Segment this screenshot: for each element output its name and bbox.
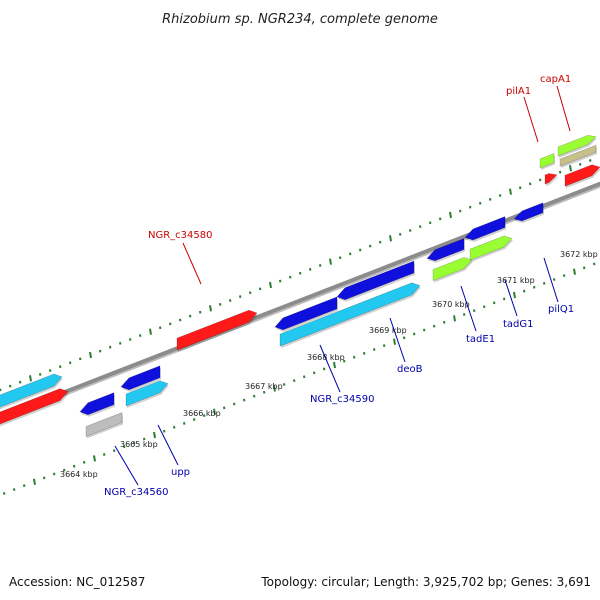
gene-arrow-blue [274, 296, 338, 331]
gene-label-NGR_c34580: NGR_c34580 [148, 230, 213, 241]
gene-arrow-green [539, 153, 555, 169]
gene-label-tadE1: tadE1 [466, 334, 495, 345]
gene-arrow-green [557, 134, 597, 157]
major-tick [449, 211, 452, 219]
gene-arrow-blue [426, 238, 465, 262]
gene-arrow-blue [513, 202, 544, 222]
tick-label: 3665 kbp [120, 440, 158, 449]
gene-arrow-red [564, 164, 600, 187]
leader-line-pilA1 [523, 96, 539, 143]
tick-label: 3664 kbp [60, 470, 98, 479]
major-tick [573, 268, 576, 275]
map-title: Rhizobium sp. NGR234, complete genome [162, 12, 438, 27]
gene-label-pilQ1: pilQ1 [548, 304, 574, 315]
major-tick [93, 455, 96, 462]
tick-label: 3667 kbp [245, 382, 283, 391]
gene-arrow-green [432, 257, 473, 282]
major-tick [273, 385, 276, 392]
gene-features [0, 134, 600, 439]
gene-label-deoB: deoB [397, 364, 423, 375]
tick-label: 3669 kbp [369, 326, 407, 335]
guide-dots [0, 159, 596, 495]
leader-line-upp [157, 424, 179, 466]
major-tick [393, 338, 396, 345]
major-tick [153, 431, 156, 439]
major-tick [33, 478, 36, 485]
gene-label-capA1: capA1 [540, 74, 571, 85]
major-tick [513, 291, 516, 299]
genome-stats-text: Topology: circular; Length: 3,925,702 bp… [260, 575, 591, 589]
accession-text: Accession: NC_012587 [9, 575, 145, 589]
major-tick [269, 281, 272, 289]
major-tick [509, 188, 512, 195]
backbone-line [0, 181, 600, 420]
tick-label: 3670 kbp [432, 300, 470, 309]
gene-label-tadG1: tadG1 [503, 319, 534, 330]
major-tick [333, 361, 336, 369]
major-tick [213, 408, 216, 415]
gene-arrow-green [469, 235, 513, 261]
gene-arrow-cyan [0, 373, 63, 408]
leader-line-NGR_c34590 [319, 344, 341, 393]
gene-labels: capA1 pilA1 NGR_c34580 NGR_c34560 upp NG… [104, 74, 574, 498]
tick-label: 3672 kbp [560, 250, 598, 259]
leader-line-tadE1 [460, 285, 477, 332]
gene-arrow-cyan [279, 282, 421, 347]
gene-label-upp: upp [171, 467, 190, 478]
backbone-shadow [0, 185, 600, 422]
gene-arrow-red [544, 173, 558, 185]
gene-label-pilA1: pilA1 [506, 86, 531, 97]
gene-arrow-cyan [125, 380, 169, 407]
backbone [0, 181, 600, 422]
gene-arrow-red [176, 309, 258, 351]
gene-arrow-khaki [559, 144, 597, 167]
major-tick [29, 375, 32, 382]
major-tick [389, 235, 392, 242]
tick-label: 3666 kbp [183, 409, 221, 418]
major-tick [569, 165, 572, 172]
leader-line-tadG1 [504, 279, 518, 317]
leader-line-NGR_c34560 [114, 445, 139, 486]
major-tick [89, 351, 92, 359]
leader-line-capA1 [556, 85, 571, 132]
major-tick [329, 258, 332, 265]
gene-arrow-blue [336, 260, 415, 301]
gene-arrow-blue [120, 365, 161, 391]
gene-label-NGR_c34560: NGR_c34560 [104, 487, 169, 498]
gene-arrow-blue [464, 216, 506, 241]
gene-label-NGR_c34590: NGR_c34590 [310, 394, 375, 405]
gene-arrow-blue [79, 392, 115, 416]
leader-line-pilQ1 [543, 257, 559, 303]
tick-label: 3671 kbp [497, 276, 535, 285]
major-tick [209, 305, 212, 312]
major-tick [453, 315, 456, 322]
leader-line-NGR_c34580 [182, 242, 202, 285]
gene-arrow-grey [85, 412, 123, 437]
gene-arrow-red [0, 388, 69, 425]
major-tick [149, 328, 152, 335]
leader-line-deoB [389, 317, 406, 363]
